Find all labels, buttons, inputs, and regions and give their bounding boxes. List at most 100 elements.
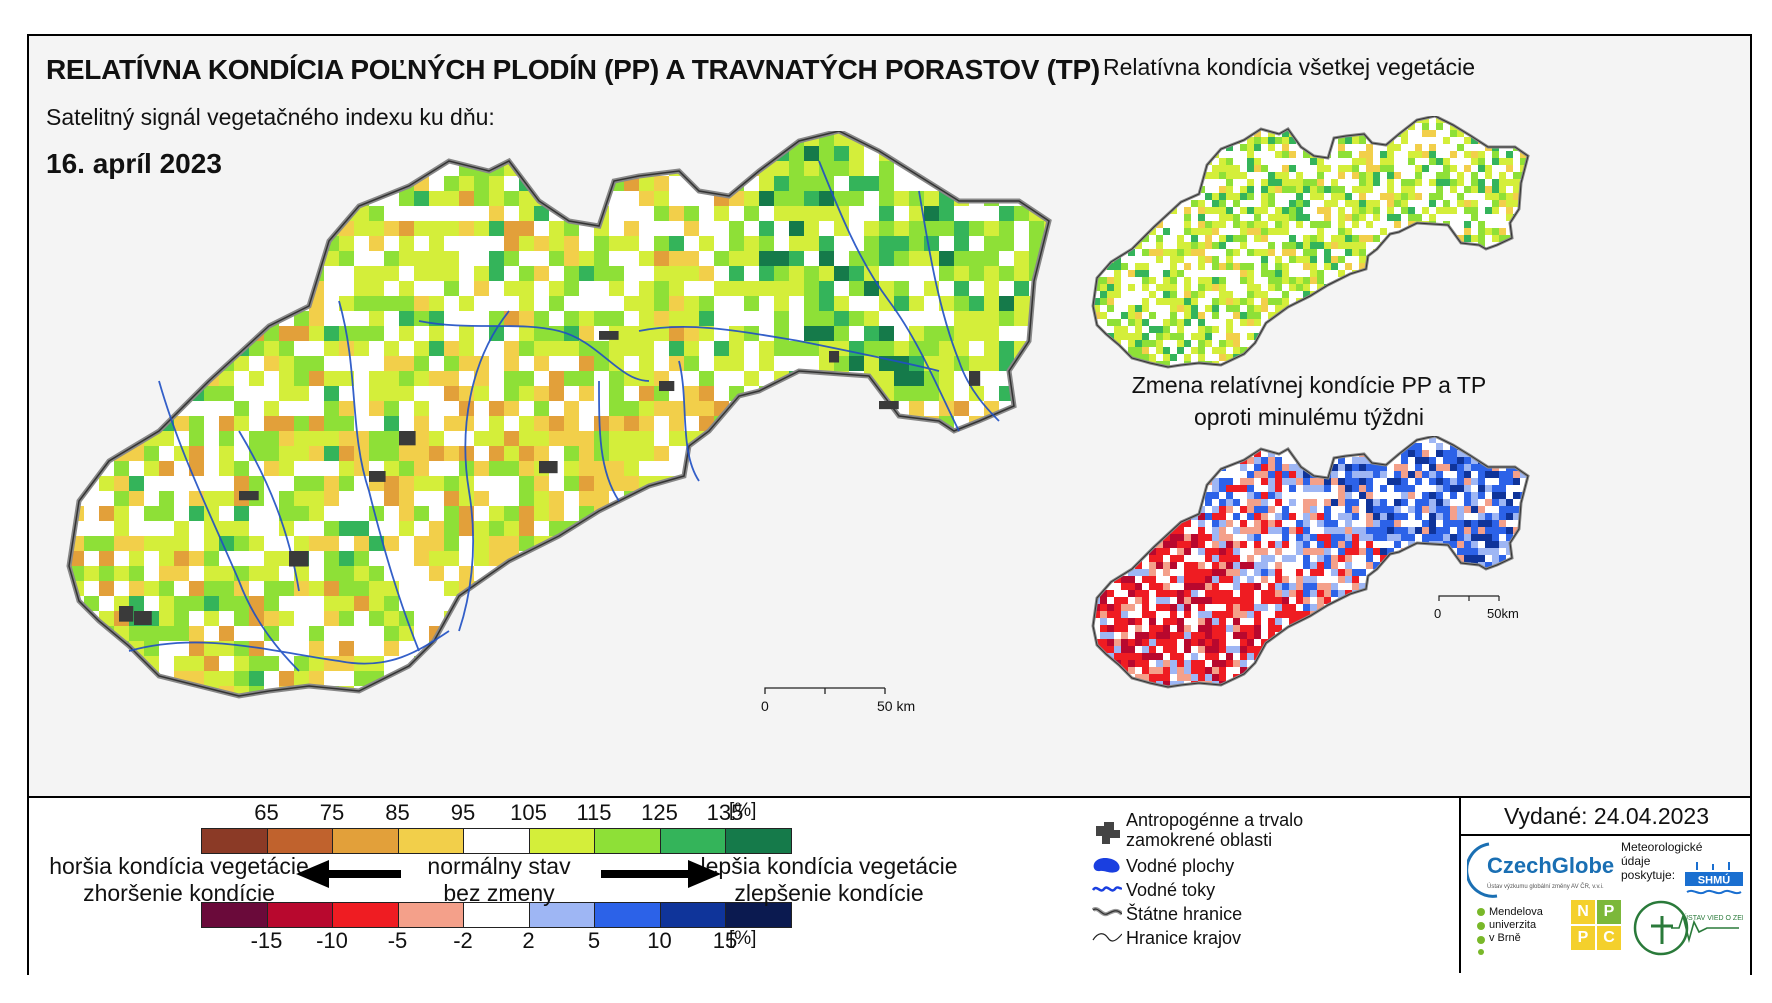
issued-and-logos: Vydané: 24.04.2023 CzechGlobe Ústav výzk… [1459,798,1752,973]
change-swatch [463,902,530,928]
arrows [296,860,721,888]
inset-all-vegetation-title: Relatívna kondícia všetkej vegetácie [1102,54,1476,80]
meteo-provider: Meteorologické údaje poskytuje: [1621,840,1702,882]
right-arrow-icon [601,860,721,888]
urban-areas-text-2: zamokrené oblasti [1126,830,1273,850]
condition-tick: 105 [510,800,547,825]
mendelu-dots-icon [1477,908,1485,955]
no-change-text: bez zmeny [443,880,555,906]
scale-zero: 0 [761,698,769,714]
change-swatch [266,902,333,928]
condition-swatch [463,828,530,854]
mendelu-text-1: Mendelova [1489,906,1543,918]
issued-date: Vydané: 24.04.2023 [1461,798,1752,836]
change-swatch [397,902,464,928]
main-scalebar: 0 50 km [761,687,915,714]
change-tick: -15 [250,928,283,953]
better-condition-text: lepšia kondícia vegetácie [700,853,958,879]
czechglobe-subtitle: Ústav výzkumu globální změny AV ČR, v.v.… [1487,883,1604,890]
region-border-label: Hranice krajov [1126,928,1242,948]
normal-label: normálny stav bez zmeny [399,853,599,907]
state-border-label: Štátne hranice [1126,904,1243,924]
condition-tick: 125 [641,800,678,825]
czechglobe-name: CzechGlobe [1487,853,1614,878]
inset-scale-zero: 0 [1434,606,1441,621]
condition-swatch [266,828,333,854]
normal-state-text: normálny stav [427,853,571,879]
change-swatch [725,902,792,928]
condition-swatch [332,828,399,854]
nppc-letter: N [1571,900,1595,924]
map-figure: RELATÍVNA KONDÍCIA POĽNÝCH PLODÍN (PP) A… [27,34,1752,975]
change-tick: -2 [453,928,473,953]
worse-condition-text: horšia kondícia vegetácie [49,853,309,879]
inset-change-title: Zmena relatívnej kondície PP a TP oproti… [1109,369,1509,433]
nppc-letter: P [1571,926,1595,950]
change-swatch [332,902,399,928]
change-swatch [594,902,661,928]
change-tick: 10 [647,928,672,953]
left-arrow-icon [296,860,401,888]
state-border-icon [1092,907,1122,917]
inset-scalebar: 0 50km [1434,595,1519,621]
better-label: lepšia kondícia vegetácie zlepšenie kond… [689,853,969,907]
inset-change-title-line1: Zmena relatívnej kondície PP a TP [1131,372,1487,398]
condition-tick: 115 [576,800,612,825]
map-area: RELATÍVNA KONDÍCIA POĽNÝCH PLODÍN (PP) A… [29,36,1750,796]
urban-areas-label: Antropogénne a trvalo zamokrené oblasti [1126,810,1303,850]
rivers-label: Vodné toky [1126,880,1216,900]
inset-scale-end: 50km [1487,606,1519,621]
shmu-name: SHMÚ [1698,874,1730,887]
condition-tick: [%] [729,800,757,821]
page-title: RELATÍVNA KONDÍCIA POĽNÝCH PLODÍN (PP) A… [46,54,1100,85]
region-border-icon [1092,933,1122,942]
water-bodies-label: Vodné plochy [1126,856,1235,876]
change-tick: 2 [522,928,535,953]
usvz-name: ÚSTAV VIED O ZEMI [1683,913,1743,922]
condition-tick: 95 [450,800,476,825]
condition-swatch [594,828,661,854]
change-tick: -10 [316,928,348,953]
condition-swatch [528,828,595,854]
water-body-icon [1093,858,1120,873]
subtitle: Satelitný signál vegetačného indexu ku d… [46,104,495,130]
urban-areas-text-1: Antropogénne a trvalo [1126,810,1304,830]
scale-end: 50 km [877,698,915,714]
change-swatch [659,902,726,928]
nppc-letter: P [1597,900,1621,924]
meteo-text-3: poskytuje: [1621,868,1676,882]
change-tick: -5 [387,928,408,953]
worse-change-text: zhoršenie kondície [83,880,275,906]
shmu-logo: SHMÚ [1685,862,1743,895]
river-icon [1092,886,1122,892]
meteo-text-1: Meteorologické [1621,840,1703,854]
legend: 65 75 85 95 105 115 125 135 [%] -15 -10 -5 -2 2 5 10 15… [29,796,1752,975]
mendelu-logo: Mendelova univerzita v Brně [1489,906,1543,945]
change-swatch [201,902,268,928]
change-tick: 5 [587,928,601,953]
condition-tick: 85 [385,800,410,825]
condition-swatch [201,828,268,854]
change-swatch [528,902,595,928]
condition-swatch [659,828,726,854]
worse-label: horšia kondícia vegetácie zhoršenie kond… [39,853,319,907]
usvz-logo: ÚSTAV VIED O ZEMI [1633,900,1743,956]
change-map: 0 50km [1091,436,1530,689]
change-tick: 15 [712,928,738,953]
condition-tick: 135 [706,800,744,825]
date-label: 16. apríl 2023 [46,148,222,179]
change-tick: [%] [729,928,757,949]
mendelu-text-3: v Brně [1489,932,1521,944]
condition-swatch [725,828,792,854]
condition-tick: 65 [254,800,279,825]
meteo-text-2: údaje [1621,854,1651,868]
urban-area-icon [1096,822,1120,844]
better-change-text: zlepšenie kondície [734,880,924,906]
nppc-letter: C [1597,926,1621,950]
all-vegetation-map [1091,116,1530,369]
condition-tick: 75 [319,800,345,825]
inset-change-title-line2: oproti minulému týždni [1193,404,1425,430]
condition-swatch [397,828,464,854]
czechglobe-logo: CzechGlobe Ústav výzkumu globální změny … [1467,842,1614,898]
